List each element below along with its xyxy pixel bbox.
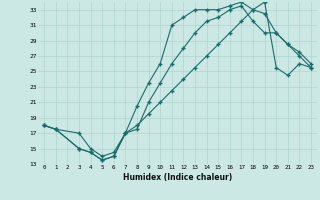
X-axis label: Humidex (Indice chaleur): Humidex (Indice chaleur) [123, 173, 232, 182]
